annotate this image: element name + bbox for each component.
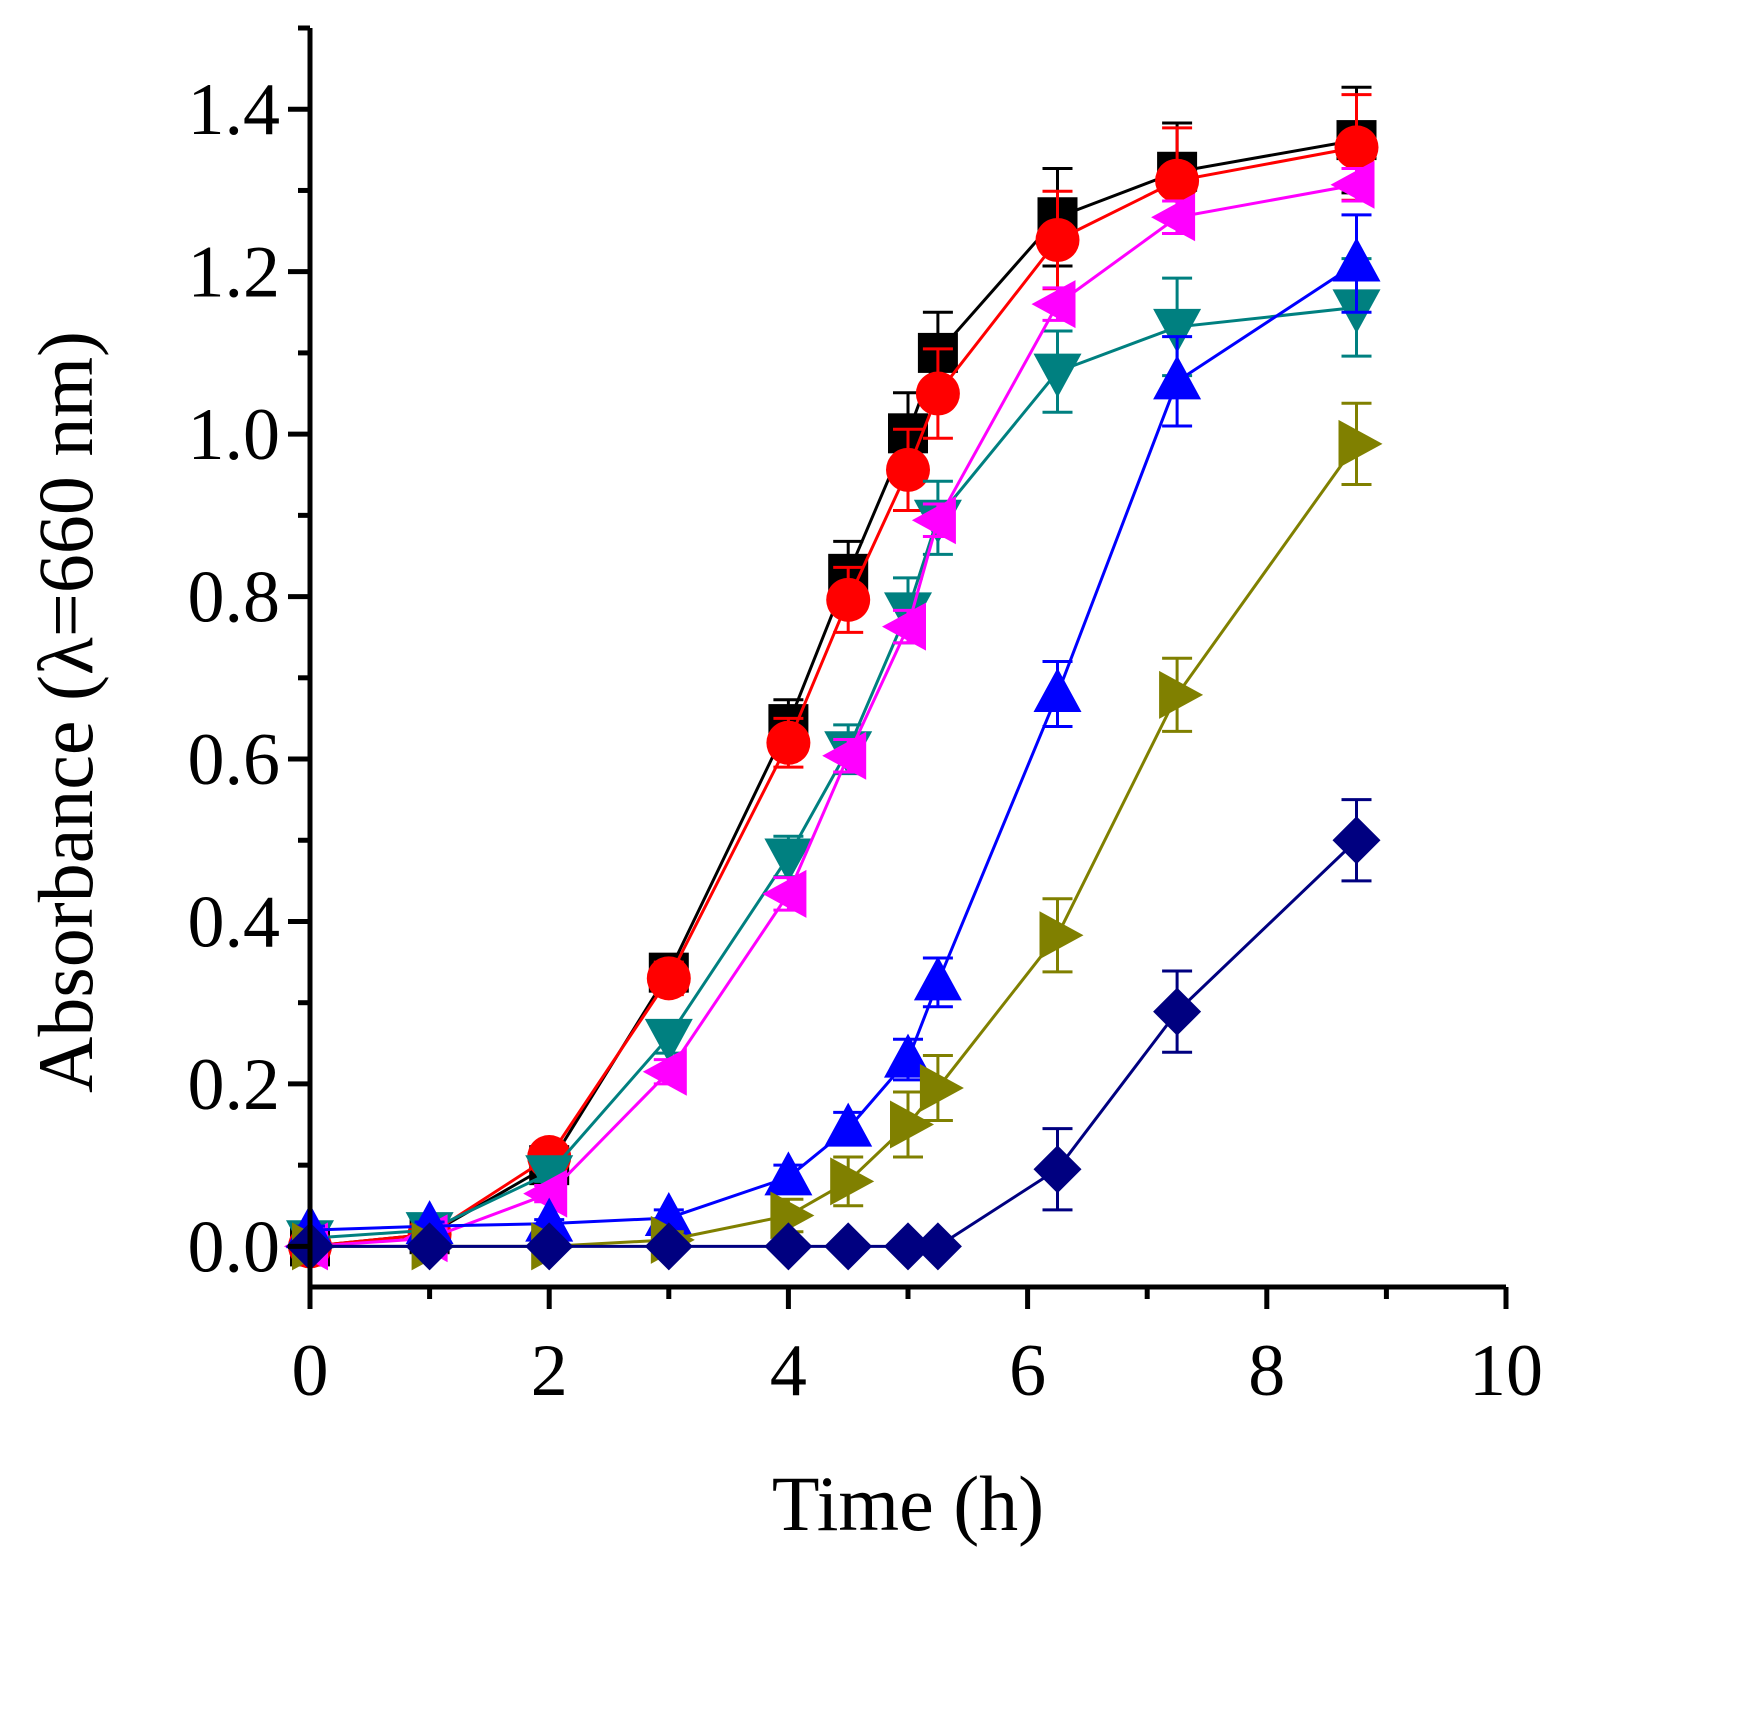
triangle-left-marker [911, 496, 956, 545]
triangle-down-marker [1033, 353, 1082, 398]
series-triangle-up [286, 213, 1381, 1249]
triangle-right-marker [919, 1063, 964, 1112]
circle-marker [1155, 158, 1200, 203]
diamond-marker [1033, 1145, 1082, 1194]
triangle-down-marker [525, 1155, 574, 1200]
circle-marker [886, 447, 930, 492]
triangle-up-marker [913, 956, 962, 1001]
triangle-left-marker [762, 869, 807, 918]
triangle-right-marker [1338, 419, 1383, 468]
y-tick-label: 0.2 [188, 1044, 281, 1126]
diamond-marker [405, 1222, 454, 1271]
circle-marker [766, 720, 811, 765]
triangle-up-marker [824, 1102, 873, 1147]
series-circle [288, 93, 1379, 1269]
circle-marker [1035, 217, 1080, 262]
diamond-marker [525, 1222, 574, 1271]
circle-marker [826, 577, 871, 622]
triangle-left-marker [1031, 280, 1076, 329]
x-tick-label: 6 [1009, 1330, 1046, 1412]
triangle-down-marker [644, 1018, 693, 1063]
triangle-left-marker [882, 602, 926, 651]
triangle-right-marker [830, 1157, 875, 1206]
series-diamond [286, 798, 1381, 1271]
triangle-up-marker [1033, 668, 1082, 713]
diamond-marker [764, 1222, 813, 1271]
series-square [290, 85, 1377, 1267]
triangle-right-marker [890, 1100, 934, 1149]
y-tick-label: 1.2 [188, 232, 281, 314]
x-axis-label: Time (h) [772, 1460, 1044, 1547]
circle-marker [1334, 125, 1379, 170]
x-tick-label: 2 [531, 1330, 568, 1412]
triangle-left-marker [1151, 193, 1196, 242]
triangle-left-marker [822, 731, 867, 780]
diamond-marker [824, 1222, 873, 1271]
circle-marker [646, 956, 691, 1001]
x-tick-label: 8 [1248, 1330, 1285, 1412]
triangle-left-marker [642, 1047, 687, 1096]
diamond-marker [644, 1222, 693, 1271]
x-tick-label: 4 [770, 1330, 807, 1412]
x-tick-label: 0 [292, 1330, 329, 1412]
y-axis-label: Absorbance (λ=660 nm) [22, 331, 109, 1093]
triangle-left-marker [1330, 160, 1375, 209]
y-tick-label: 0.8 [188, 557, 281, 639]
diamond-marker [1153, 987, 1202, 1036]
x-tick-label: 10 [1469, 1330, 1543, 1412]
series-layer [284, 85, 1383, 1271]
triangle-left-marker [523, 1169, 568, 1218]
diamond-marker [884, 1222, 932, 1271]
triangle-up-marker [1153, 355, 1202, 400]
triangle-down-marker [1153, 308, 1202, 353]
series-line [309, 145, 1357, 1248]
diamond-marker [913, 1222, 962, 1271]
y-tick-label: 0.6 [188, 719, 281, 801]
y-tick-label: 1.0 [188, 394, 281, 476]
y-tick-label: 0.0 [188, 1206, 281, 1288]
series-triangle-left [284, 160, 1375, 1271]
diamond-marker [1332, 816, 1381, 865]
triangle-up-marker [764, 1151, 813, 1196]
triangle-up-marker [1332, 237, 1381, 282]
circle-marker [915, 371, 960, 416]
triangle-down-marker [764, 838, 813, 883]
triangle-right-marker [1039, 911, 1084, 960]
series-line [309, 183, 1357, 1248]
axes: 0.0 0.2 0.4 0.6 0.8 1.0 1.2 1.4 0 2 4 6 8 10 [188, 25, 1543, 1412]
y-tick-label: 1.4 [188, 69, 281, 151]
triangle-right-marker [770, 1191, 815, 1240]
triangle-right-marker [1159, 670, 1204, 719]
y-tick-label: 0.4 [188, 881, 281, 963]
